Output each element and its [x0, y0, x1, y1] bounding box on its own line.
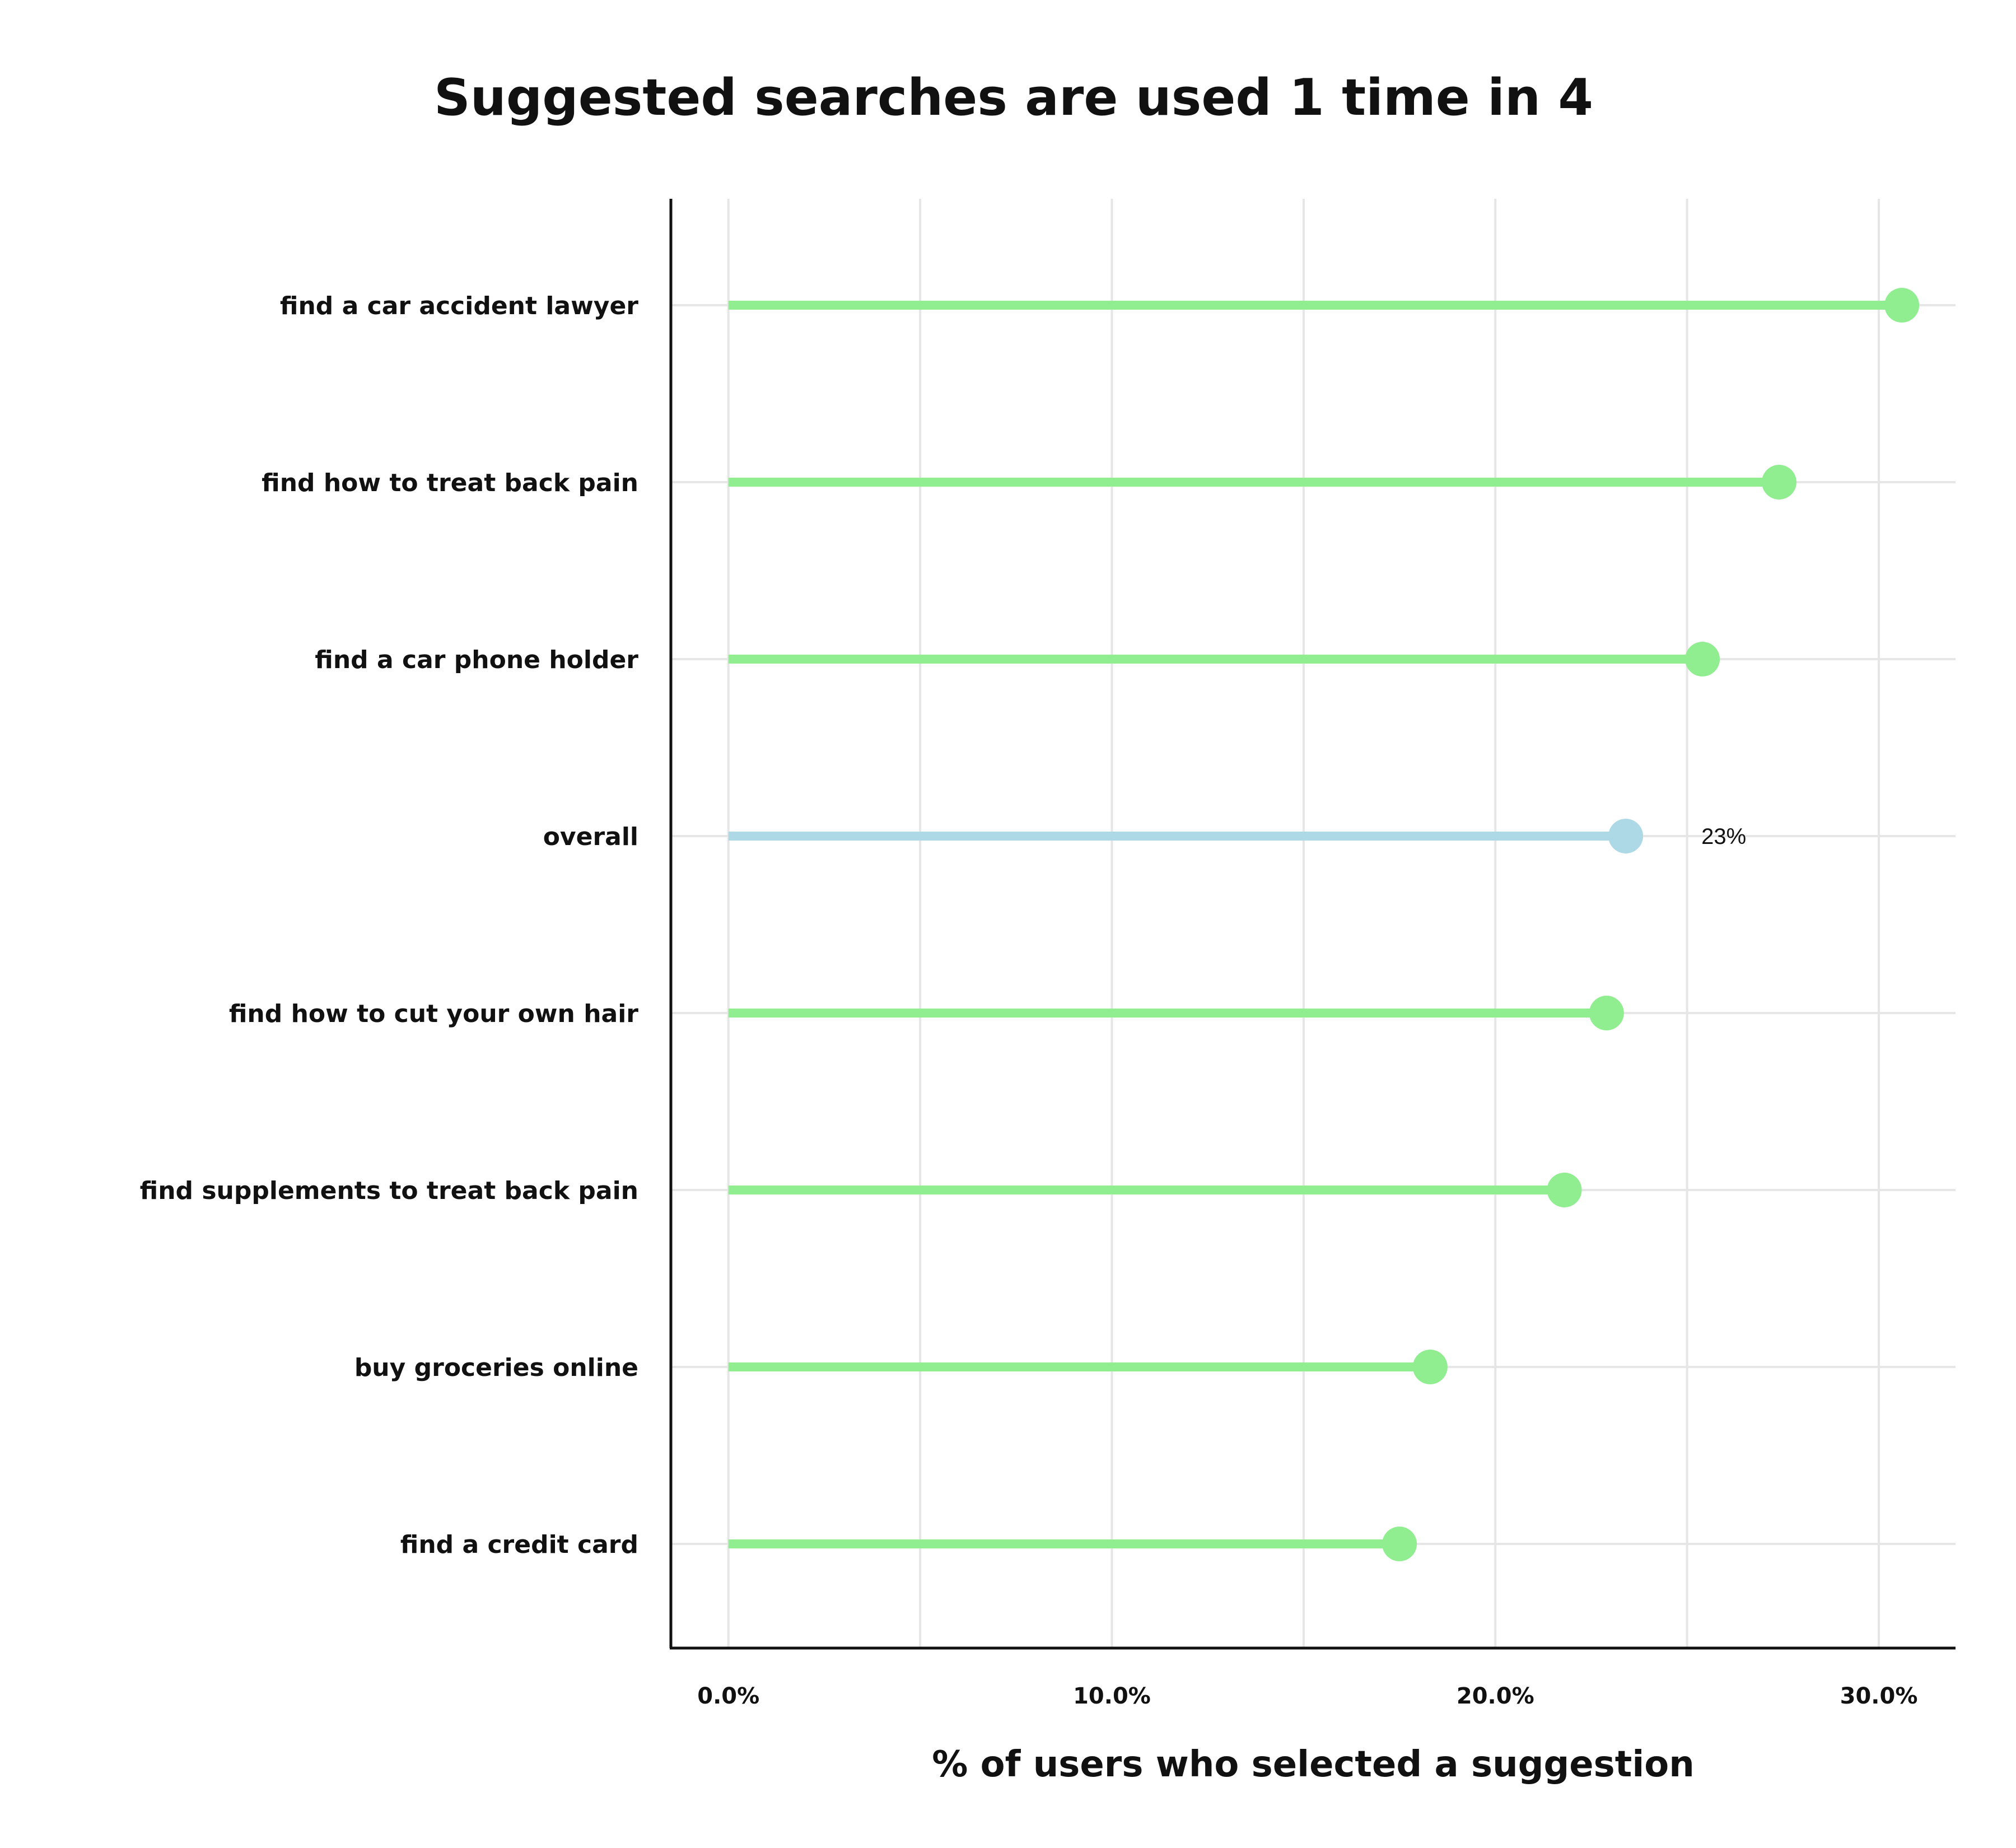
chart-title: Suggested searches are used 1 time in 4 [434, 68, 1593, 127]
lollipop-dot [1382, 1527, 1417, 1561]
category-label: find how to treat back pain [262, 469, 638, 497]
labels-layer: 0.0% 10.0% 20.0% 30.0% find a car accident l… [140, 292, 1918, 1709]
dots-layer [1382, 288, 1920, 1561]
x-axis-label: % of users who selected a suggestion [932, 1744, 1695, 1785]
category-label: find a car accident lawyer [280, 292, 638, 320]
stems-layer [728, 301, 1902, 1548]
grid-layer [671, 199, 1956, 1648]
category-label: find a credit card [400, 1530, 638, 1559]
data-label: 23% [1701, 824, 1746, 849]
category-label: find a car phone holder [315, 646, 638, 674]
category-label: overall [543, 823, 638, 851]
category-label: buy groceries online [354, 1354, 638, 1382]
x-tick-label: 10.0% [1073, 1683, 1151, 1709]
category-label: find supplements to treat back pain [140, 1177, 638, 1205]
lollipop-dot [1884, 288, 1920, 323]
lollipop-dot [1685, 642, 1720, 676]
x-tick-label: 20.0% [1457, 1683, 1534, 1709]
category-label: find how to cut your own hair [229, 1000, 638, 1028]
lollipop-dot [1762, 465, 1797, 500]
lollipop-dot [1412, 1350, 1448, 1384]
lollipop-dot [1547, 1173, 1582, 1207]
x-tick-label: 30.0% [1840, 1683, 1918, 1709]
x-tick-label: 0.0% [697, 1683, 759, 1709]
lollipop-dot [1589, 996, 1624, 1030]
lollipop-dot [1608, 819, 1644, 853]
